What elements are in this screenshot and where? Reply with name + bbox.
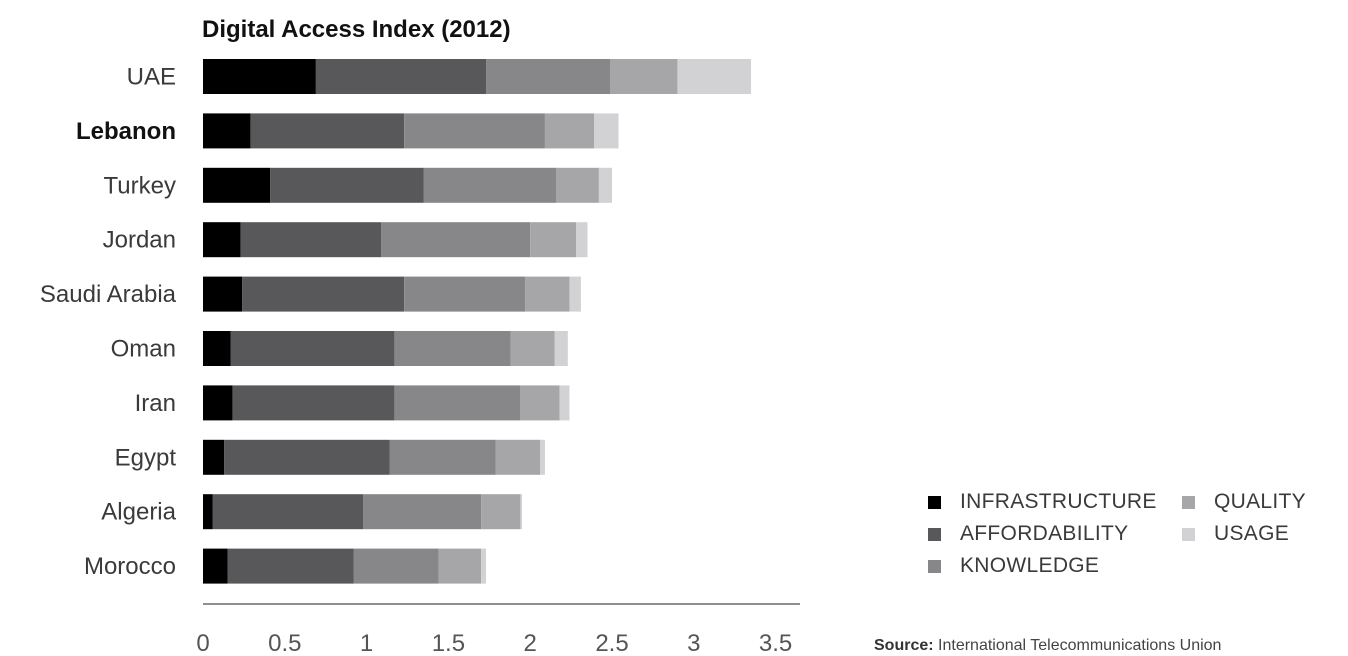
- category-label-jordan: Jordan: [103, 227, 176, 254]
- bar-uae-knowledge: [486, 59, 611, 94]
- legend-item-knowledge: KNOWLEDGE: [928, 554, 1099, 578]
- bar-jordan-infrastructure: [203, 222, 241, 258]
- bar-saudi-arabia-affordability: [242, 276, 405, 312]
- legend-item-quality: QUALITY: [1182, 490, 1306, 514]
- legend-swatch-infrastructure: [928, 495, 941, 509]
- chart-title: Digital Access Index (2012): [202, 16, 511, 43]
- bar-jordan-usage: [576, 222, 588, 258]
- source-label: Source:: [874, 637, 934, 654]
- bar-morocco-infrastructure: [203, 548, 228, 584]
- legend-label-usage: USAGE: [1214, 522, 1290, 545]
- bar-turkey-knowledge: [423, 167, 557, 203]
- bar-lebanon-knowledge: [404, 113, 545, 149]
- bar-jordan-quality: [530, 222, 577, 258]
- bar-algeria-infrastructure: [203, 494, 213, 530]
- bar-egypt-knowledge: [389, 439, 496, 475]
- bar-saudi-arabia-infrastructure: [203, 276, 243, 312]
- legend-item-usage: USAGE: [1182, 522, 1289, 546]
- bar-egypt-quality: [495, 439, 541, 475]
- legend: INFRASTRUCTURE AFFORDABILITY KNOWLEDGE Q…: [928, 490, 1328, 586]
- legend-swatch-affordability: [928, 527, 941, 541]
- bar-uae-affordability: [315, 59, 487, 94]
- bar-algeria-affordability: [212, 494, 364, 530]
- bar-saudi-arabia-usage: [569, 276, 581, 312]
- category-label-saudi-arabia: Saudi Arabia: [40, 281, 177, 308]
- legend-swatch-knowledge: [928, 559, 941, 573]
- bar-iran-affordability: [232, 385, 395, 421]
- bars-group: [203, 59, 752, 584]
- legend-item-infrastructure: INFRASTRUCTURE: [928, 490, 1157, 514]
- category-label-uae: UAE: [127, 64, 176, 91]
- category-label-oman: Oman: [111, 336, 176, 363]
- legend-item-affordability: AFFORDABILITY: [928, 522, 1128, 546]
- x-tick-label: 0.5: [268, 630, 301, 656]
- bar-oman-quality: [510, 331, 555, 366]
- bar-morocco-affordability: [227, 548, 354, 584]
- category-label-egypt: Egypt: [115, 444, 177, 471]
- legend-swatch-usage: [1182, 527, 1195, 541]
- category-label-algeria: Algeria: [101, 499, 176, 526]
- x-tick-label: 1.5: [432, 630, 465, 656]
- bar-iran-infrastructure: [203, 385, 233, 421]
- bar-iran-usage: [559, 385, 570, 421]
- x-tick-label: 2.5: [595, 630, 628, 656]
- bar-iran-quality: [520, 385, 560, 421]
- bar-uae-quality: [610, 59, 678, 94]
- source-note: Source: International Telecommunications…: [874, 637, 1221, 655]
- x-tick-label: 3: [687, 630, 700, 656]
- x-tick-label: 0: [196, 630, 209, 656]
- bar-morocco-usage: [481, 548, 487, 584]
- category-label-iran: Iran: [135, 390, 176, 417]
- legend-label-affordability: AFFORDABILITY: [960, 522, 1129, 545]
- bar-algeria-knowledge: [363, 494, 482, 530]
- bar-oman-affordability: [230, 331, 395, 366]
- bar-algeria-quality: [481, 494, 521, 530]
- bar-lebanon-affordability: [250, 113, 405, 149]
- legend-label-infrastructure: INFRASTRUCTURE: [960, 490, 1157, 513]
- category-label-morocco: Morocco: [84, 553, 176, 580]
- bar-algeria-usage: [520, 494, 523, 530]
- x-tick-label: 1: [360, 630, 373, 656]
- bar-saudi-arabia-quality: [525, 276, 570, 312]
- bar-saudi-arabia-knowledge: [404, 276, 526, 312]
- bar-jordan-affordability: [240, 222, 382, 258]
- category-labels: UAE Lebanon Turkey Jordan Saudi Arabia Oman Ir…: [40, 64, 177, 581]
- x-tick-label: 3.5: [759, 630, 792, 656]
- legend-label-quality: QUALITY: [1214, 490, 1306, 513]
- bar-oman-knowledge: [394, 331, 511, 366]
- bar-egypt-affordability: [224, 439, 390, 475]
- bar-oman-infrastructure: [203, 331, 231, 366]
- x-tick-label: 2: [524, 630, 537, 656]
- bar-lebanon-infrastructure: [203, 113, 251, 149]
- bar-uae-infrastructure: [203, 59, 316, 94]
- bar-turkey-usage: [598, 167, 612, 203]
- x-tick-labels: 0 0.5 1 1.5 2 2.5 3 3.5: [196, 630, 792, 656]
- legend-swatch-quality: [1182, 495, 1195, 509]
- category-label-lebanon: Lebanon: [76, 118, 176, 145]
- category-label-turkey: Turkey: [104, 172, 176, 199]
- bar-jordan-knowledge: [381, 222, 531, 258]
- bar-chart: Digital Access Index (2012) UAE Lebanon Tu…: [40, 16, 800, 656]
- bar-oman-usage: [554, 331, 568, 366]
- legend-label-knowledge: KNOWLEDGE: [960, 554, 1100, 577]
- bar-morocco-quality: [438, 548, 482, 584]
- bar-egypt-infrastructure: [203, 439, 225, 475]
- bar-iran-knowledge: [394, 385, 521, 421]
- source-text: International Telecommunications Union: [938, 637, 1222, 654]
- bar-turkey-affordability: [270, 167, 424, 203]
- bar-uae-usage: [677, 59, 752, 94]
- bar-turkey-infrastructure: [203, 167, 271, 203]
- bar-morocco-knowledge: [353, 548, 439, 584]
- bar-egypt-usage: [540, 439, 545, 475]
- bar-lebanon-usage: [594, 113, 619, 149]
- bar-turkey-quality: [556, 167, 599, 203]
- bar-lebanon-quality: [544, 113, 594, 149]
